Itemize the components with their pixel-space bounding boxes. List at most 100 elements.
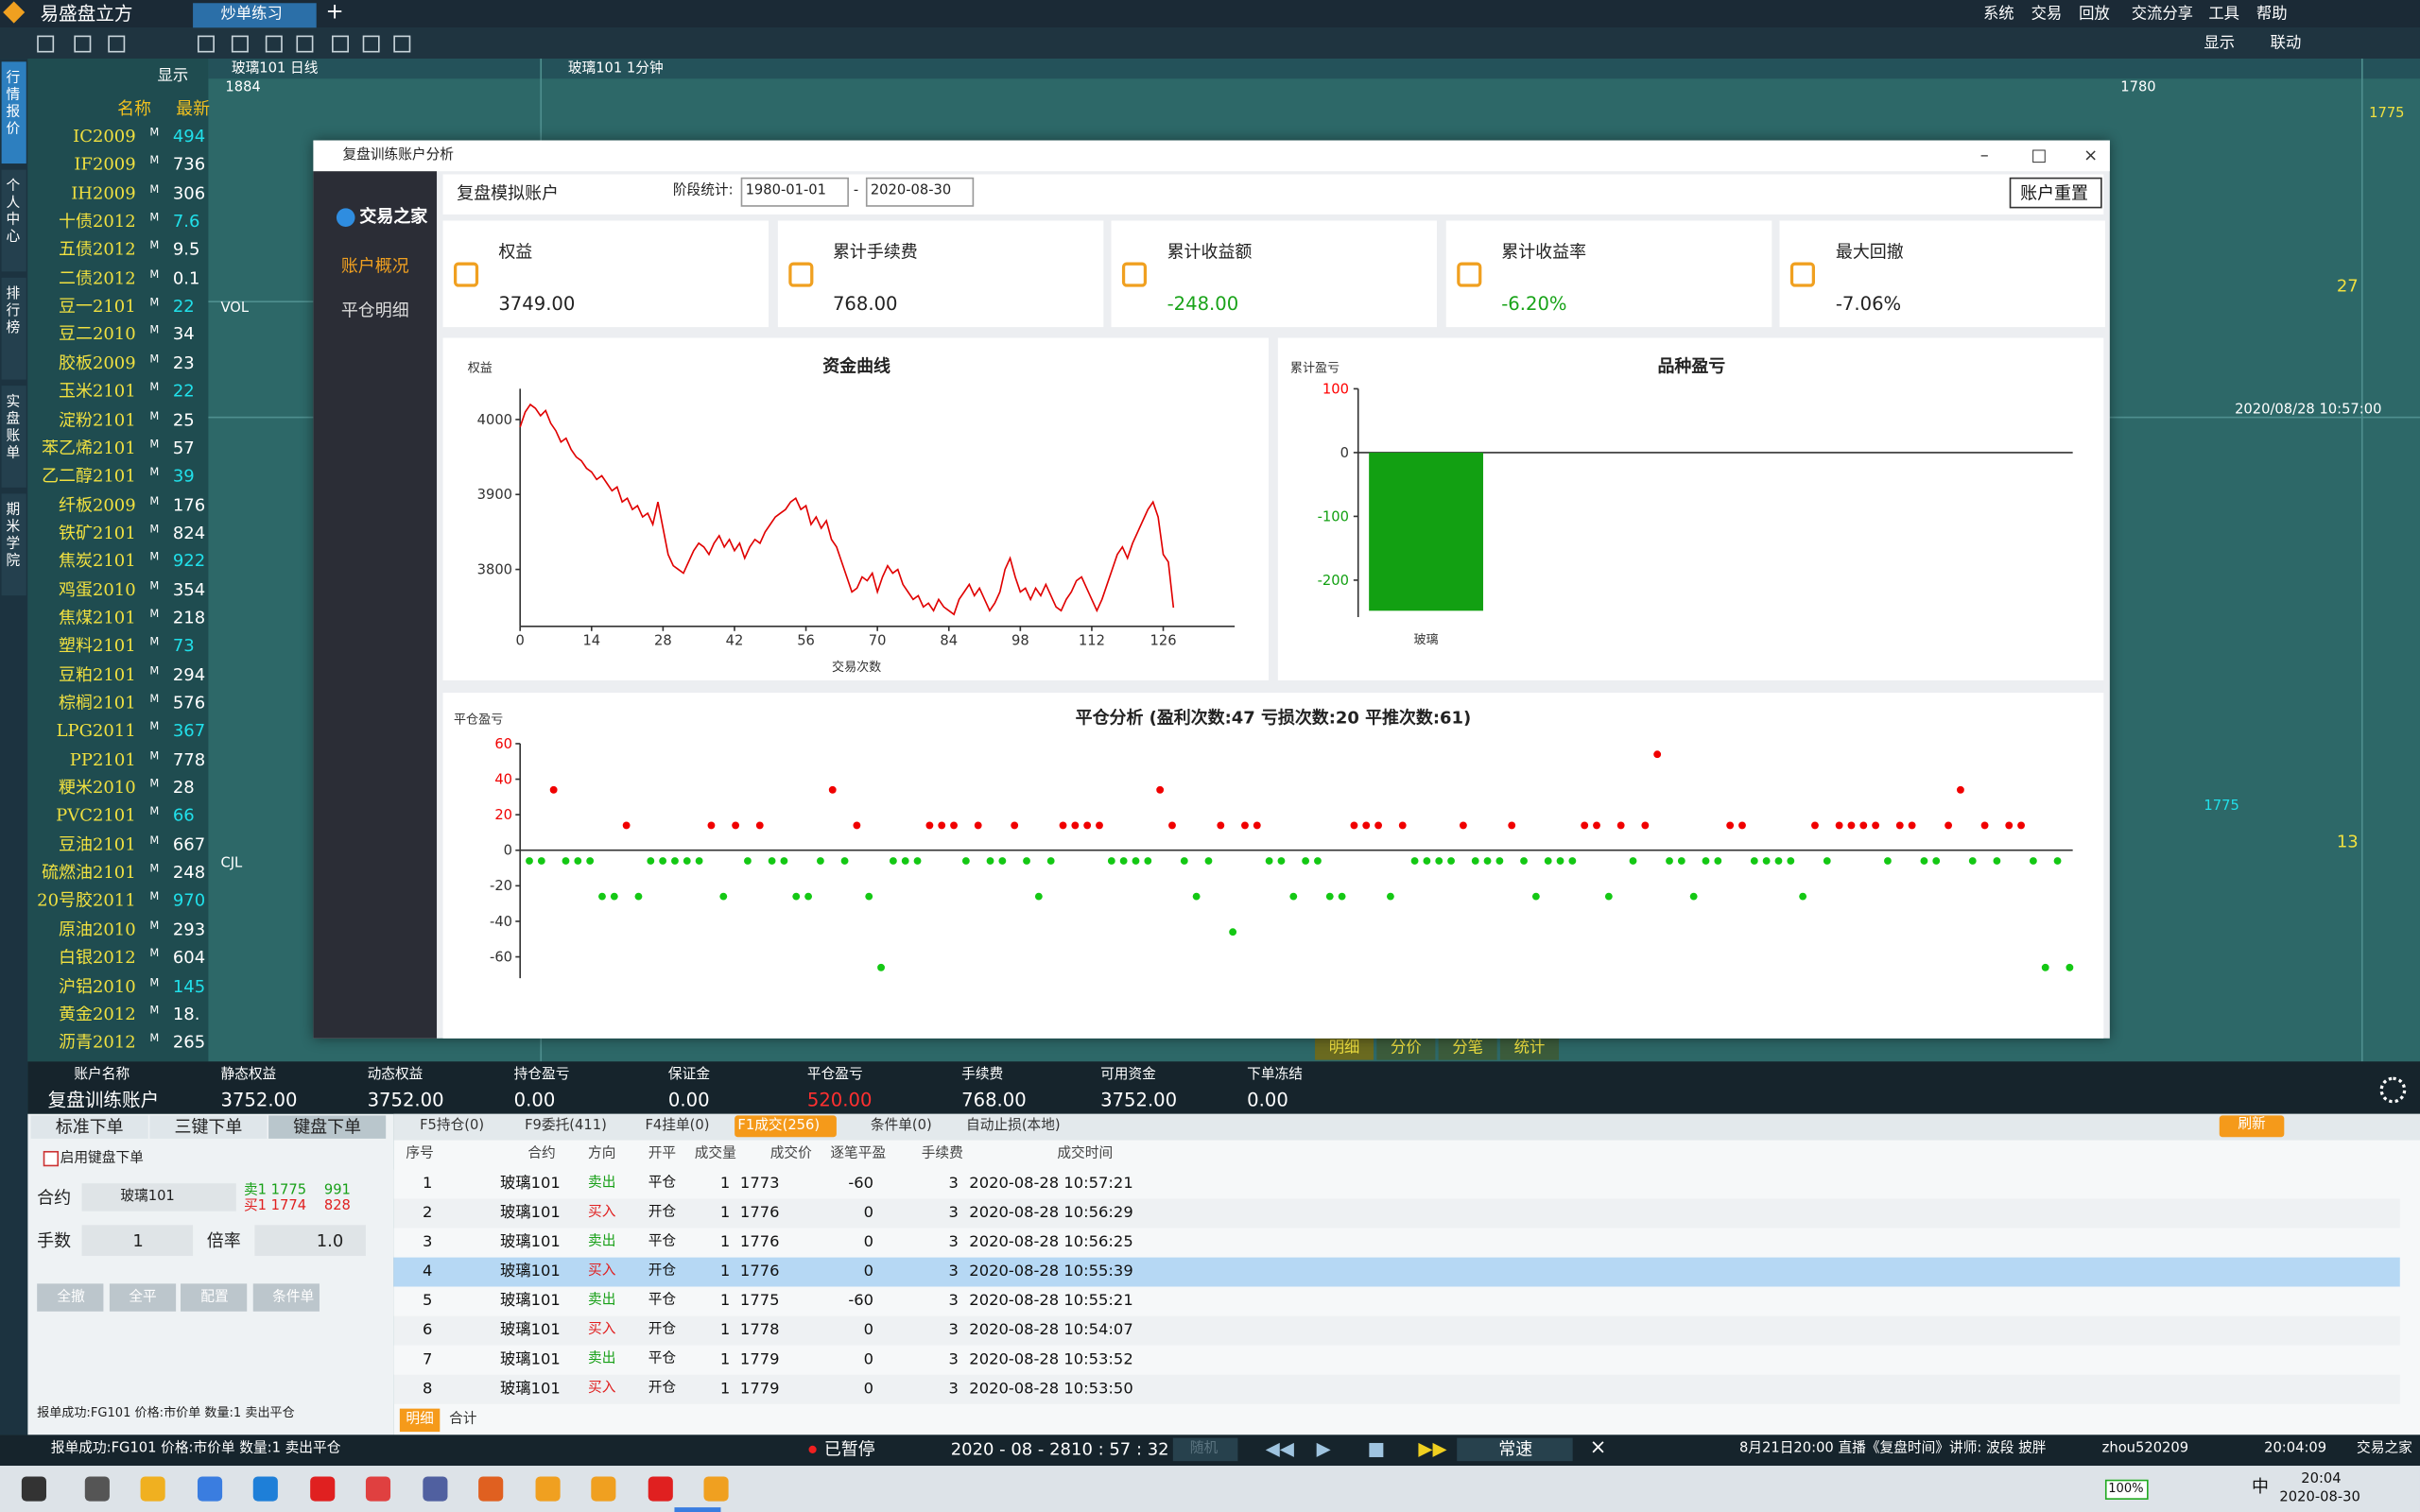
order-button[interactable] <box>109 1283 176 1312</box>
toolbar-icon[interactable] <box>296 35 314 53</box>
close-replay[interactable]: × <box>1589 1435 1607 1460</box>
reset-button[interactable] <box>2009 177 2102 209</box>
qty[interactable]: 1 <box>132 1230 144 1252</box>
instrument-name[interactable]: 豆二2010 <box>59 326 136 344</box>
taskbar-icon[interactable] <box>197 1476 222 1502</box>
menu-item[interactable]: 交易 <box>2031 6 2063 24</box>
side-tab[interactable]: 期米学院 <box>6 503 21 570</box>
chart-tab-bg[interactable] <box>1376 1038 1436 1060</box>
order-button[interactable] <box>181 1283 248 1312</box>
footer-tab-bg[interactable] <box>399 1408 441 1433</box>
instrument-name[interactable]: IC2009 <box>73 128 136 146</box>
toolbar-icon[interactable] <box>74 35 92 53</box>
instrument-name[interactable]: 铁矿2101 <box>59 524 136 541</box>
nav-item[interactable]: 账户概况 <box>340 256 409 277</box>
side-tab-bg[interactable] <box>1 386 26 488</box>
menu-item[interactable]: 交流分享 <box>2131 6 2193 24</box>
chart-tab-bg[interactable] <box>1315 1038 1374 1060</box>
side-tab[interactable]: 排行榜 <box>6 286 21 336</box>
chart-tab-bg[interactable] <box>1438 1038 1497 1060</box>
side-tab[interactable]: 实盘账单 <box>6 394 21 462</box>
chart-tab[interactable]: 明细 <box>1328 1040 1360 1057</box>
instrument-name[interactable]: 沪铝2010 <box>59 977 136 995</box>
side-tab-bg[interactable] <box>1 277 26 380</box>
instrument-name[interactable]: 白银2012 <box>59 949 136 967</box>
checkbox[interactable] <box>43 1150 60 1167</box>
reset-label[interactable]: 账户重置 <box>2020 183 2088 204</box>
chart-tab-bg[interactable] <box>1499 1038 1559 1060</box>
table-row[interactable] <box>393 1228 2400 1258</box>
nav-item[interactable]: 平仓明细 <box>340 301 409 321</box>
chart-tab[interactable]: 统计 <box>1513 1040 1546 1057</box>
side-tab-bg[interactable] <box>1 169 26 272</box>
date-to[interactable]: 2020-08-30 <box>870 183 952 199</box>
table-row[interactable] <box>393 1374 2400 1404</box>
toolbar-icon[interactable] <box>393 35 411 53</box>
contract-box[interactable] <box>81 1183 236 1211</box>
instrument-name[interactable]: 鸡蛋2010 <box>59 580 136 598</box>
trades-tab[interactable]: F5持仓(0) <box>420 1118 485 1134</box>
order-tab[interactable]: 键盘下单 <box>293 1117 362 1138</box>
taskbar-icon[interactable] <box>365 1476 391 1502</box>
instrument-name[interactable]: 20号胶2011 <box>37 892 136 910</box>
toolbar-icon[interactable] <box>231 35 249 53</box>
order-tab-bg[interactable] <box>149 1115 268 1139</box>
speed[interactable]: 常速 <box>1498 1439 1533 1460</box>
toolbar-icon[interactable] <box>265 35 283 53</box>
menu-item[interactable]: 系统 <box>1982 6 2014 24</box>
trades-tab[interactable]: F9委托(411) <box>525 1118 607 1134</box>
playback-control[interactable]: ◀◀ <box>1265 1437 1294 1460</box>
order-button-label[interactable]: 配置 <box>200 1289 229 1306</box>
table-row[interactable] <box>393 1169 2400 1199</box>
taskbar-icon[interactable] <box>21 1476 46 1502</box>
taskbar-icon[interactable] <box>252 1476 278 1502</box>
taskbar-icon[interactable] <box>140 1476 165 1502</box>
table-row[interactable] <box>393 1257 2400 1287</box>
side-tab-bg[interactable] <box>1 493 26 596</box>
table-row[interactable] <box>393 1315 2400 1346</box>
instrument-name[interactable]: 十债2012 <box>59 213 136 231</box>
instrument-name[interactable]: 纤板2009 <box>59 495 136 513</box>
instrument-name[interactable]: 豆粕2101 <box>59 665 136 683</box>
side-tab[interactable]: 行情报价 <box>6 71 21 138</box>
instrument-name[interactable]: 棕榈2101 <box>59 694 136 712</box>
toolbar-option[interactable]: 显示 <box>2204 35 2236 53</box>
date-from-box[interactable] <box>740 177 849 207</box>
table-row[interactable] <box>393 1286 2400 1316</box>
side-tab[interactable]: 个人中心 <box>6 179 21 246</box>
random[interactable]: 随机 <box>1189 1440 1219 1457</box>
order-tab-bg[interactable] <box>268 1115 387 1139</box>
mult[interactable]: 1.0 <box>316 1230 344 1252</box>
order-button-label[interactable]: 全撤 <box>57 1289 85 1306</box>
settings-icon[interactable] <box>2379 1076 2407 1104</box>
footer-tab[interactable]: 合计 <box>449 1411 477 1428</box>
instrument-name[interactable]: 乙二醇2101 <box>42 467 136 485</box>
trades-tab[interactable]: 条件单(0) <box>870 1118 932 1134</box>
order-tab[interactable]: 标准下单 <box>55 1117 124 1138</box>
instrument-name[interactable]: 苯乙烯2101 <box>42 439 136 457</box>
instrument-name[interactable]: 焦炭2101 <box>59 552 136 570</box>
order-button[interactable] <box>37 1283 104 1312</box>
instrument-name[interactable]: IF2009 <box>74 156 136 174</box>
instrument-name[interactable]: 黄金2012 <box>59 1005 136 1023</box>
toolbar-icon[interactable] <box>362 35 380 53</box>
instrument-name[interactable]: PP2101 <box>69 750 136 768</box>
toolbar-icon[interactable] <box>332 35 349 53</box>
toolbar-option[interactable]: 联动 <box>2270 35 2302 53</box>
instrument-name[interactable]: 二债2012 <box>59 269 136 287</box>
taskbar-icon[interactable] <box>534 1476 560 1502</box>
trades-tab[interactable]: 自动止损(本地) <box>966 1118 1061 1134</box>
footer-tab[interactable]: 明细 <box>406 1411 434 1428</box>
taskbar-icon[interactable] <box>478 1476 504 1502</box>
taskbar-icon[interactable] <box>647 1476 673 1502</box>
date-from[interactable]: 1980-01-01 <box>745 183 826 199</box>
instrument-name[interactable]: 五债2012 <box>59 241 136 259</box>
refresh-button[interactable] <box>2219 1115 2285 1138</box>
instrument-name[interactable]: 豆油2101 <box>59 835 136 853</box>
instrument-name[interactable]: IH2009 <box>71 184 136 202</box>
window-control[interactable]: – <box>1979 145 1989 165</box>
taskbar-icon[interactable] <box>83 1476 110 1502</box>
instrument-name[interactable]: 焦煤2101 <box>59 609 136 627</box>
side-tab-bg[interactable] <box>1 61 26 164</box>
order-tab-bg[interactable] <box>30 1115 148 1139</box>
